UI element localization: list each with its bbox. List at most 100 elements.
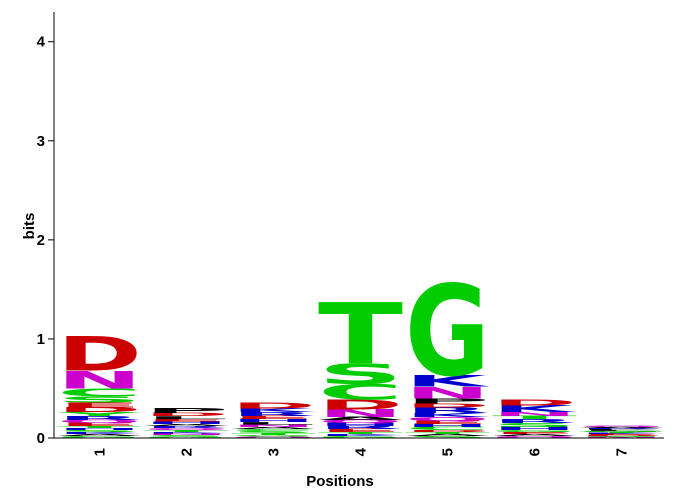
logo-letter-D: D	[405, 430, 490, 433]
logo-letter-T: T	[579, 432, 664, 434]
x-axis-ticks: 1 2 3 4 5 6 7	[92, 447, 631, 456]
logo-letter-C: C	[405, 426, 490, 431]
logo-letter-H: H	[318, 422, 403, 427]
logo-letter-D: D	[405, 402, 490, 408]
logo-letter-D: D	[57, 327, 142, 382]
logo-letter-T: T	[144, 430, 229, 433]
logo-letter-H: H	[57, 428, 142, 431]
logo-letter-A: A	[318, 416, 403, 421]
logo-letter-G: G	[231, 435, 316, 437]
x-axis-label: Positions	[306, 473, 374, 490]
logo-letter-C: C	[318, 379, 403, 404]
logo-letter-K: K	[318, 433, 403, 436]
logo-letter-D: D	[492, 398, 577, 407]
x-tick-label: 1	[92, 448, 109, 456]
x-tick-label: 6	[527, 448, 544, 456]
logo-letter-G: G	[405, 260, 490, 405]
logo-letter-E: E	[579, 434, 664, 436]
x-tick-label: 2	[179, 448, 196, 456]
logo-letter-N: N	[405, 383, 490, 402]
logo-letter-H: H	[492, 426, 577, 431]
logo-letter-K: K	[405, 371, 490, 390]
logo-letter-S: S	[579, 436, 664, 438]
logo-letter-Q: Q	[405, 416, 490, 422]
logo-letter-C: C	[57, 386, 142, 399]
logo-letter-E: E	[492, 432, 577, 435]
logo-letter-K: K	[579, 433, 664, 435]
logo-letter-T: T	[492, 415, 577, 420]
logo-letter-S: S	[144, 435, 229, 437]
logo-letter-G: G	[57, 436, 142, 439]
logo-letter-N: N	[318, 407, 403, 420]
logo-letter-Y: Y	[57, 411, 142, 417]
logo-letter-A: A	[579, 427, 664, 429]
logo-letter-P: P	[579, 429, 664, 431]
logo-letter-T: T	[405, 432, 490, 435]
x-tick-label: 4	[353, 447, 370, 456]
logo-letter-R: R	[579, 428, 664, 430]
logo-column-7: NSDEKTGLPRAQ	[579, 426, 664, 438]
y-tick-label: 2	[37, 232, 45, 249]
logo-letter-K: K	[231, 407, 316, 413]
logo-letter-L: L	[231, 421, 316, 425]
logo-letter-P: P	[405, 397, 490, 405]
logo-letter-S: S	[57, 395, 142, 405]
logo-letter-N: N	[144, 433, 229, 435]
logo-letter-N: N	[492, 411, 577, 417]
logo-letter-E: E	[318, 428, 403, 433]
logo-letter-G: G	[579, 431, 664, 433]
logo-letter-D: D	[57, 406, 142, 414]
y-tick-label: 0	[37, 430, 45, 447]
logo-letter-K: K	[492, 403, 577, 414]
logo-letter-Q: Q	[231, 436, 316, 438]
x-tick-label: 3	[266, 448, 283, 456]
logo-letter-S: S	[405, 435, 490, 438]
logo-letter-A: A	[231, 427, 316, 430]
logo-letter-R: R	[318, 425, 403, 430]
logo-letter-A: A	[144, 424, 229, 427]
logo-letter-K: K	[405, 412, 490, 418]
logo-letter-Q: Q	[144, 428, 229, 431]
logo-letter-R: R	[492, 418, 577, 424]
logo-letter-S: S	[57, 430, 142, 433]
logo-letter-P: P	[144, 407, 229, 415]
y-tick-label: 1	[37, 331, 45, 348]
logo-letter-R: R	[144, 426, 229, 429]
logo-letter-K: K	[57, 432, 142, 435]
logo-letter-T: T	[318, 432, 403, 435]
logo-letter-T: T	[318, 286, 403, 384]
logo-letter-E: E	[57, 401, 142, 409]
logo-letter-H: H	[231, 418, 316, 423]
logo-letter-D: D	[144, 412, 229, 417]
logo-letter-E: E	[405, 420, 490, 425]
logo-letter-D: D	[579, 435, 664, 437]
x-tick-label: 5	[440, 448, 457, 456]
logo-letter-L: L	[144, 415, 229, 420]
logo-letter-K: K	[144, 432, 229, 434]
logo-letter-A: A	[405, 434, 490, 437]
x-tick-label: 7	[614, 448, 631, 456]
logo-letter-Q: Q	[579, 426, 664, 428]
logo-letter-T: T	[231, 433, 316, 436]
logo-letter-C: C	[231, 429, 316, 432]
y-axis-label: bits	[21, 213, 38, 240]
logo-letter-H: H	[144, 421, 229, 425]
logo-letter-R: R	[231, 411, 316, 417]
logo-letter-S: S	[231, 431, 316, 434]
logo-letter-R: R	[57, 415, 142, 421]
logo-letter-L: L	[579, 430, 664, 432]
logo-letter-N: N	[57, 366, 142, 394]
logo-letter-Q: Q	[57, 419, 142, 424]
y-tick-label: 4	[37, 34, 46, 51]
logo-letter-D: D	[318, 397, 403, 413]
logo-letter-G: G	[492, 430, 577, 433]
logo-letter-T: T	[57, 426, 142, 429]
logo-letter-G: G	[318, 436, 403, 439]
logo-letter-D: D	[231, 401, 316, 410]
